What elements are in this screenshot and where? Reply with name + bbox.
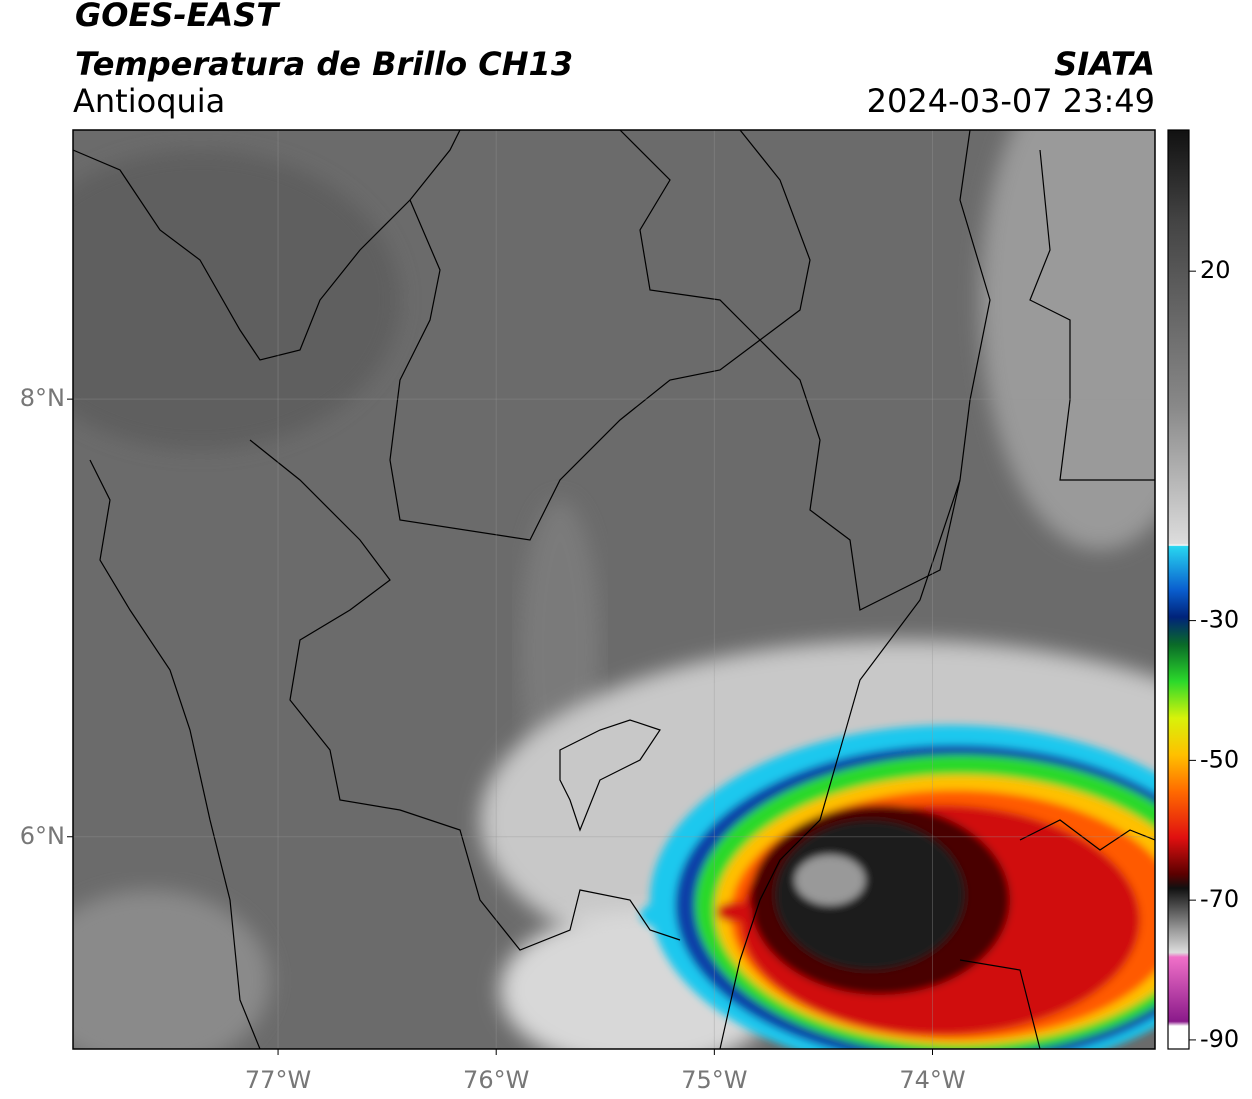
x-tick-label: 74°W bbox=[899, 1066, 965, 1094]
y-tick-label: 8°N bbox=[20, 384, 65, 412]
datetime-label: 2024-03-07 23:49 bbox=[867, 82, 1155, 120]
borders bbox=[73, 130, 1155, 1049]
y-tick-label: 6°N bbox=[20, 822, 65, 850]
x-tick-label: 77°W bbox=[245, 1066, 311, 1094]
colorbar-tick-label: -30 bbox=[1200, 606, 1239, 634]
colorbar-tick-label: -90 bbox=[1200, 1025, 1239, 1053]
colorbar-tick-label: -50 bbox=[1200, 745, 1239, 773]
colorbar-tick-label: -70 bbox=[1200, 885, 1239, 913]
x-tick-label: 75°W bbox=[681, 1066, 747, 1094]
agency-label: SIATA bbox=[1054, 45, 1155, 83]
colorbar-tick-label: 20 bbox=[1200, 256, 1231, 284]
satellite-image bbox=[73, 130, 1155, 1049]
gridlines bbox=[73, 130, 1155, 1049]
product-title: Temperatura de Brillo CH13 bbox=[75, 45, 573, 83]
map-frame bbox=[72, 129, 1156, 1050]
x-tick-label: 76°W bbox=[463, 1066, 529, 1094]
region-label: Antioquia bbox=[73, 82, 225, 120]
colorbar bbox=[1167, 129, 1190, 1050]
satellite-title: GOES-EAST bbox=[75, 0, 280, 34]
